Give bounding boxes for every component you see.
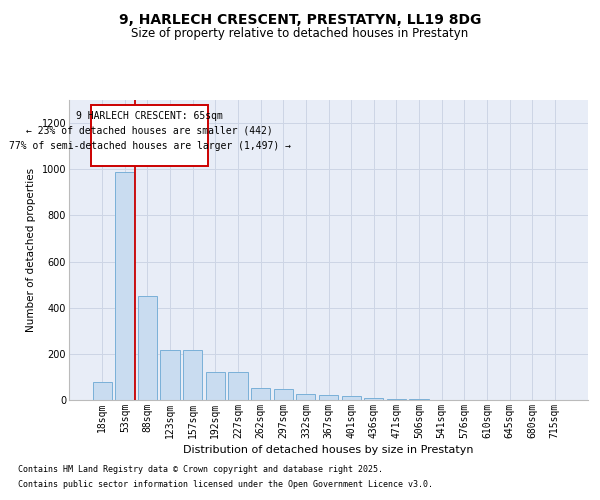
Text: Contains public sector information licensed under the Open Government Licence v3: Contains public sector information licen… (18, 480, 433, 489)
Bar (229, 372, 248, 400)
Bar (92, 382, 112, 400)
Text: 9, HARLECH CRESCENT, PRESTATYN, LL19 8DG: 9, HARLECH CRESCENT, PRESTATYN, LL19 8DG (119, 12, 481, 26)
Bar (274, 389, 293, 400)
Bar (206, 372, 225, 400)
Text: Contains HM Land Registry data © Crown copyright and database right 2025.: Contains HM Land Registry data © Crown c… (18, 465, 383, 474)
Bar (183, 350, 202, 400)
Bar (115, 172, 134, 400)
Bar (341, 396, 361, 400)
Text: ← 23% of detached houses are smaller (442): ← 23% of detached houses are smaller (44… (26, 126, 273, 136)
Text: 77% of semi-detached houses are larger (1,497) →: 77% of semi-detached houses are larger (… (9, 141, 291, 151)
Bar (296, 394, 316, 400)
X-axis label: Distribution of detached houses by size in Prestatyn: Distribution of detached houses by size … (183, 445, 474, 455)
Bar (251, 388, 270, 400)
Bar (160, 350, 180, 400)
Bar (387, 399, 406, 400)
Bar (138, 296, 157, 400)
Bar (364, 398, 383, 400)
Text: 9 HARLECH CRESCENT: 65sqm: 9 HARLECH CRESCENT: 65sqm (76, 111, 223, 121)
Text: Size of property relative to detached houses in Prestatyn: Size of property relative to detached ho… (131, 28, 469, 40)
Y-axis label: Number of detached properties: Number of detached properties (26, 168, 36, 332)
Bar (319, 395, 338, 400)
